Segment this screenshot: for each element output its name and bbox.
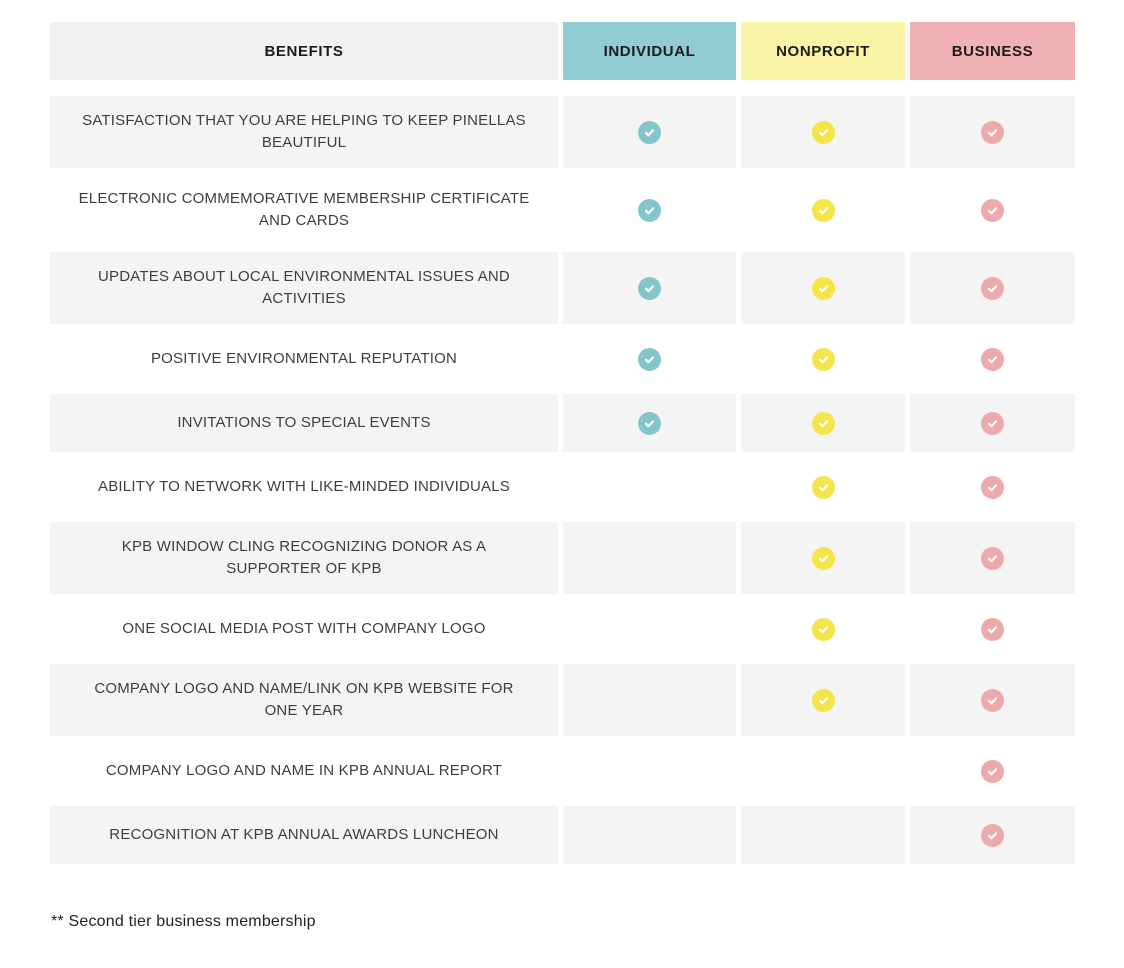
table-body: SATISFACTION THAT YOU ARE HELPING TO KEE… [50,96,1075,864]
footnote: ** Second tier business membership [51,913,316,930]
nonprofit-check-cell [741,600,905,658]
table-row: UPDATES ABOUT LOCAL ENVIRONMENTAL ISSUES… [50,252,1075,324]
column-header-nonprofit: NONPROFIT [741,22,905,80]
business-check-cell [910,742,1075,800]
individual-check-cell [563,522,736,594]
checkmark-icon [981,276,1004,300]
individual-check-cell [563,600,736,658]
benefit-label: COMPANY LOGO AND NAME IN KPB ANNUAL REPO… [105,762,503,779]
benefit-label: UPDATES ABOUT LOCAL ENVIRONMENTAL ISSUES… [50,252,558,324]
column-header-individual: INDIVIDUAL [563,22,736,80]
checkmark-icon [811,198,835,222]
individual-check-cell [563,394,736,452]
checkmark-icon [981,347,1004,371]
column-header-benefits: BENEFITS [50,22,558,80]
business-check-cell [910,806,1075,864]
table-row: COMPANY LOGO AND NAME/LINK ON KPB WEBSIT… [50,664,1075,736]
business-check-cell [910,252,1075,324]
nonprofit-check-cell [741,174,905,246]
checkmark-icon [638,120,661,144]
checkmark-icon [811,411,835,435]
benefit-label: SATISFACTION THAT YOU ARE HELPING TO KEE… [50,96,558,168]
nonprofit-check-cell [741,806,905,864]
business-check-cell [910,664,1075,736]
checkmark-icon [981,823,1004,847]
nonprofit-check-cell [741,394,905,452]
checkmark-icon [981,546,1004,570]
nonprofit-check-cell [741,458,905,516]
nonprofit-check-cell [741,664,905,736]
benefit-label: KPB WINDOW CLING RECOGNIZING DONOR AS A … [50,522,558,594]
checkmark-icon [638,411,661,435]
benefit-label: COMPANY LOGO AND NAME/LINK ON KPB WEBSIT… [50,664,558,736]
individual-check-cell [563,330,736,388]
table-row: KPB WINDOW CLING RECOGNIZING DONOR AS A … [50,522,1075,594]
business-check-cell [910,522,1075,594]
business-check-cell [910,174,1075,246]
checkmark-icon [638,347,661,371]
benefits-comparison-table: BENEFITS INDIVIDUAL NONPROFIT BUSINESS SATI… [50,22,1075,864]
business-check-cell [910,600,1075,658]
individual-check-cell [563,252,736,324]
checkmark-icon [811,276,835,300]
table-row: ONE SOCIAL MEDIA POST WITH COMPANY LOGO [50,600,1075,658]
checkmark-icon [981,411,1004,435]
benefit-label: ELECTRONIC COMMEMORATIVE MEMBERSHIP CERT… [78,190,530,229]
nonprofit-check-cell [741,742,905,800]
benefit-label: INVITATIONS TO SPECIAL EVENTS [50,394,558,452]
checkmark-icon [981,688,1004,712]
checkmark-icon [638,276,661,300]
individual-check-cell [563,174,736,246]
table-row: INVITATIONS TO SPECIAL EVENTS [50,394,1075,452]
table-row: POSITIVE ENVIRONMENTAL REPUTATION [50,330,1075,388]
table-row: ELECTRONIC COMMEMORATIVE MEMBERSHIP CERT… [50,174,1075,246]
checkmark-icon [811,120,835,144]
table-header-row: BENEFITS INDIVIDUAL NONPROFIT BUSINESS [50,22,1075,80]
individual-check-cell [563,664,736,736]
individual-check-cell [563,96,736,168]
nonprofit-check-cell [741,330,905,388]
individual-check-cell [563,806,736,864]
benefit-label: POSITIVE ENVIRONMENTAL REPUTATION [150,350,458,367]
nonprofit-check-cell [741,252,905,324]
individual-check-cell [563,742,736,800]
business-check-cell [910,458,1075,516]
checkmark-icon [811,475,835,499]
business-check-cell [910,394,1075,452]
checkmark-icon [981,198,1004,222]
table-row: COMPANY LOGO AND NAME IN KPB ANNUAL REPO… [50,742,1075,800]
checkmark-icon [981,617,1004,641]
nonprofit-check-cell [741,522,905,594]
business-check-cell [910,330,1075,388]
benefit-label: ONE SOCIAL MEDIA POST WITH COMPANY LOGO [122,620,486,637]
nonprofit-check-cell [741,96,905,168]
benefit-label: ABILITY TO NETWORK WITH LIKE-MINDED INDI… [98,478,510,495]
checkmark-icon [638,198,661,222]
checkmark-icon [981,475,1004,499]
table-row: SATISFACTION THAT YOU ARE HELPING TO KEE… [50,96,1075,168]
checkmark-icon [981,759,1004,783]
checkmark-icon [811,688,835,712]
individual-check-cell [563,458,736,516]
benefit-label: RECOGNITION AT KPB ANNUAL AWARDS LUNCHEO… [50,806,558,864]
table-row: RECOGNITION AT KPB ANNUAL AWARDS LUNCHEO… [50,806,1075,864]
checkmark-icon [981,120,1004,144]
checkmark-icon [811,546,835,570]
checkmark-icon [811,347,835,371]
checkmark-icon [811,617,835,641]
column-header-business: BUSINESS [910,22,1075,80]
business-check-cell [910,96,1075,168]
table-row: ABILITY TO NETWORK WITH LIKE-MINDED INDI… [50,458,1075,516]
